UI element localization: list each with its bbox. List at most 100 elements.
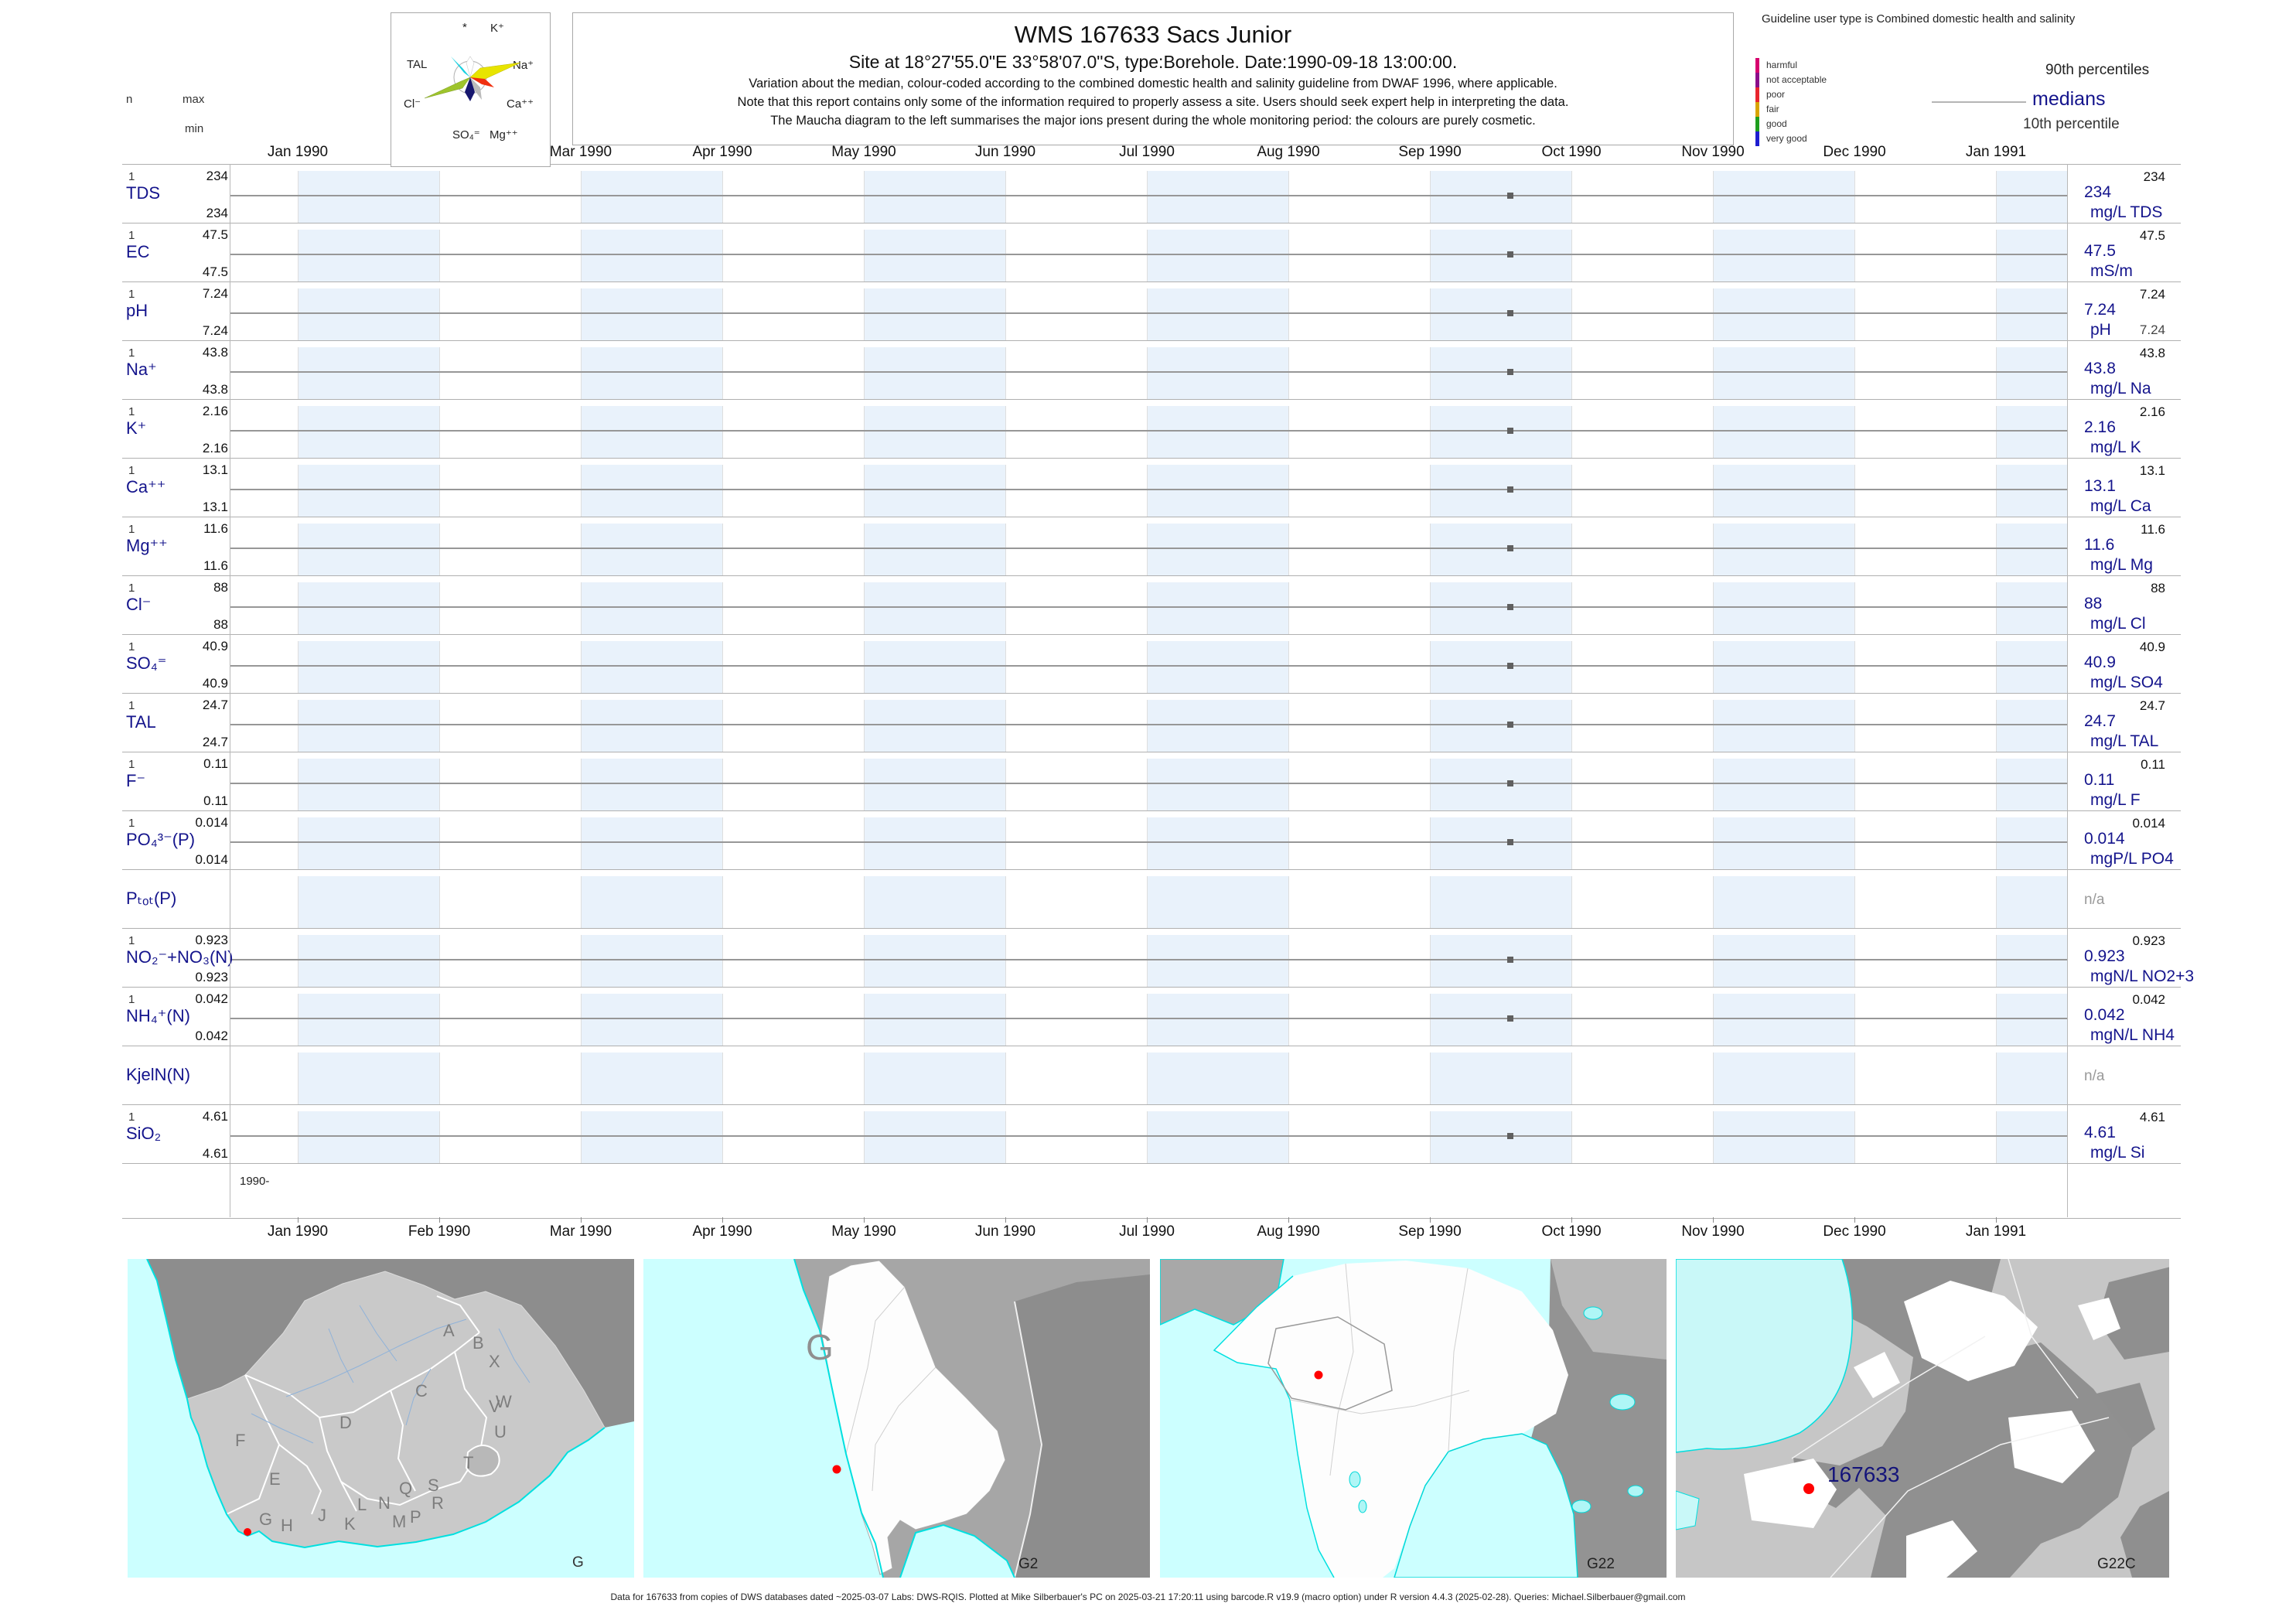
- month-band: [1005, 700, 1148, 752]
- region-letter-Q: Q: [399, 1479, 412, 1498]
- month-band: [1430, 759, 1572, 811]
- median-value: 2.16: [2084, 418, 2116, 436]
- month-band: [1005, 524, 1148, 576]
- param-label: Na⁺: [126, 360, 157, 379]
- big-region-letter: G: [806, 1327, 834, 1367]
- month-band: [864, 1053, 1006, 1105]
- ion-label-calcium: Ca⁺⁺: [507, 97, 534, 111]
- min-value: 0.042: [195, 1029, 228, 1043]
- month-band: [1288, 994, 1431, 1046]
- month-band: [1147, 1111, 1289, 1164]
- sample-data-point: [1507, 310, 1513, 316]
- month-band: [1713, 524, 1855, 576]
- region-letter-labels: ABX W C VU D F E T SQ R L NPM J K G H: [235, 1321, 512, 1535]
- month-band: [1996, 817, 2068, 870]
- unit-label: mg/L Si: [2090, 1144, 2145, 1162]
- min-value: 88: [213, 617, 228, 632]
- sample-data-point: [1507, 369, 1513, 375]
- month-band: [864, 817, 1006, 870]
- month-band: [1430, 641, 1572, 694]
- year-strip: 1990-: [122, 1163, 2181, 1219]
- month-band: [581, 1053, 723, 1105]
- min-value: 24.7: [202, 735, 228, 749]
- sample-count: 1: [128, 758, 135, 771]
- drainage-region-borders: [226, 1295, 488, 1515]
- param-row-TAL: 1 24.7 24.7 TAL 24.7 24.7 mg/L TAL: [122, 693, 2181, 752]
- p90-value: 7.24: [2139, 287, 2165, 302]
- month-band: [864, 524, 1006, 576]
- month-band: [581, 288, 723, 341]
- month-band: [1996, 347, 2068, 400]
- p10-value: 7.24: [2139, 322, 2165, 337]
- region-letter-U: U: [494, 1422, 507, 1441]
- param-row-NH4: 1 0.042 0.042 NH₄⁺(N) 0.042 0.042 mgN/L NH4: [122, 987, 2181, 1046]
- month-band: [864, 994, 1006, 1046]
- max-value: 13.1: [202, 462, 228, 477]
- ion-label-tal: TAL: [407, 58, 428, 71]
- month-band: [1147, 406, 1289, 459]
- month-label-top: Aug 1990: [1257, 144, 1320, 160]
- month-band: [1713, 582, 1855, 635]
- site-number-label: 167633: [1827, 1462, 1899, 1486]
- month-band: [1288, 935, 1431, 988]
- month-tick: [1571, 1217, 1572, 1223]
- month-label-bottom: Mar 1990: [549, 1223, 612, 1240]
- month-band: [1571, 465, 1714, 517]
- month-band: [298, 1053, 440, 1105]
- region-letter-P: P: [410, 1507, 421, 1527]
- month-band: [722, 876, 865, 929]
- p90-value: 24.7: [2139, 698, 2165, 713]
- month-band: [864, 288, 1006, 341]
- median-value: 234: [2084, 183, 2112, 201]
- unit-label: mgP/L PO4: [2090, 850, 2174, 868]
- month-label-bottom: Jan 1990: [267, 1223, 329, 1240]
- month-band: [722, 759, 865, 811]
- month-tick: [1996, 1217, 1997, 1223]
- sample-data-point: [1507, 486, 1513, 493]
- month-band: [1854, 817, 1997, 870]
- month-label-top: Nov 1990: [1681, 144, 1745, 160]
- sample-count: 1: [128, 229, 135, 242]
- param-row-Cl: 1 88 88 Cl⁻ 88 88 mg/L Cl: [122, 575, 2181, 635]
- p90-value: 47.5: [2139, 228, 2165, 243]
- month-band: [1996, 465, 2068, 517]
- param-label: F⁻: [126, 771, 146, 790]
- month-band: [1005, 817, 1148, 870]
- median-line: [230, 489, 2067, 490]
- min-column-header: min: [185, 122, 204, 135]
- month-band: [1854, 347, 1997, 400]
- site-marker-map1: [244, 1528, 251, 1536]
- month-band: [1147, 288, 1289, 341]
- unit-label: pH: [2090, 321, 2111, 339]
- month-band: [439, 1111, 582, 1164]
- month-band: [1713, 1053, 1855, 1105]
- median-line: [230, 724, 2067, 725]
- month-band: [1713, 347, 1855, 400]
- median-line: [230, 783, 2067, 784]
- month-band: [1430, 1053, 1572, 1105]
- p90-value: 13.1: [2139, 463, 2165, 478]
- month-band: [581, 230, 723, 282]
- month-label-bottom: Dec 1990: [1823, 1223, 1886, 1240]
- month-band: [722, 994, 865, 1046]
- unit-label: mg/L F: [2090, 791, 2141, 809]
- month-band: [1005, 1053, 1148, 1105]
- month-band: [1571, 935, 1714, 988]
- month-band: [1854, 288, 1997, 341]
- month-band: [581, 524, 723, 576]
- month-band: [1713, 1111, 1855, 1164]
- month-band: [1005, 582, 1148, 635]
- sample-count: 1: [128, 817, 135, 830]
- sample-count: 1: [128, 993, 135, 1006]
- month-band: [1996, 994, 2068, 1046]
- month-band: [1005, 876, 1148, 929]
- month-band: [1713, 288, 1855, 341]
- month-band: [722, 465, 865, 517]
- max-value: 43.8: [202, 345, 228, 360]
- month-band: [1430, 994, 1572, 1046]
- month-band: [298, 1111, 440, 1164]
- month-band: [1005, 406, 1148, 459]
- month-band: [1713, 935, 1855, 988]
- median-line: [230, 195, 2067, 196]
